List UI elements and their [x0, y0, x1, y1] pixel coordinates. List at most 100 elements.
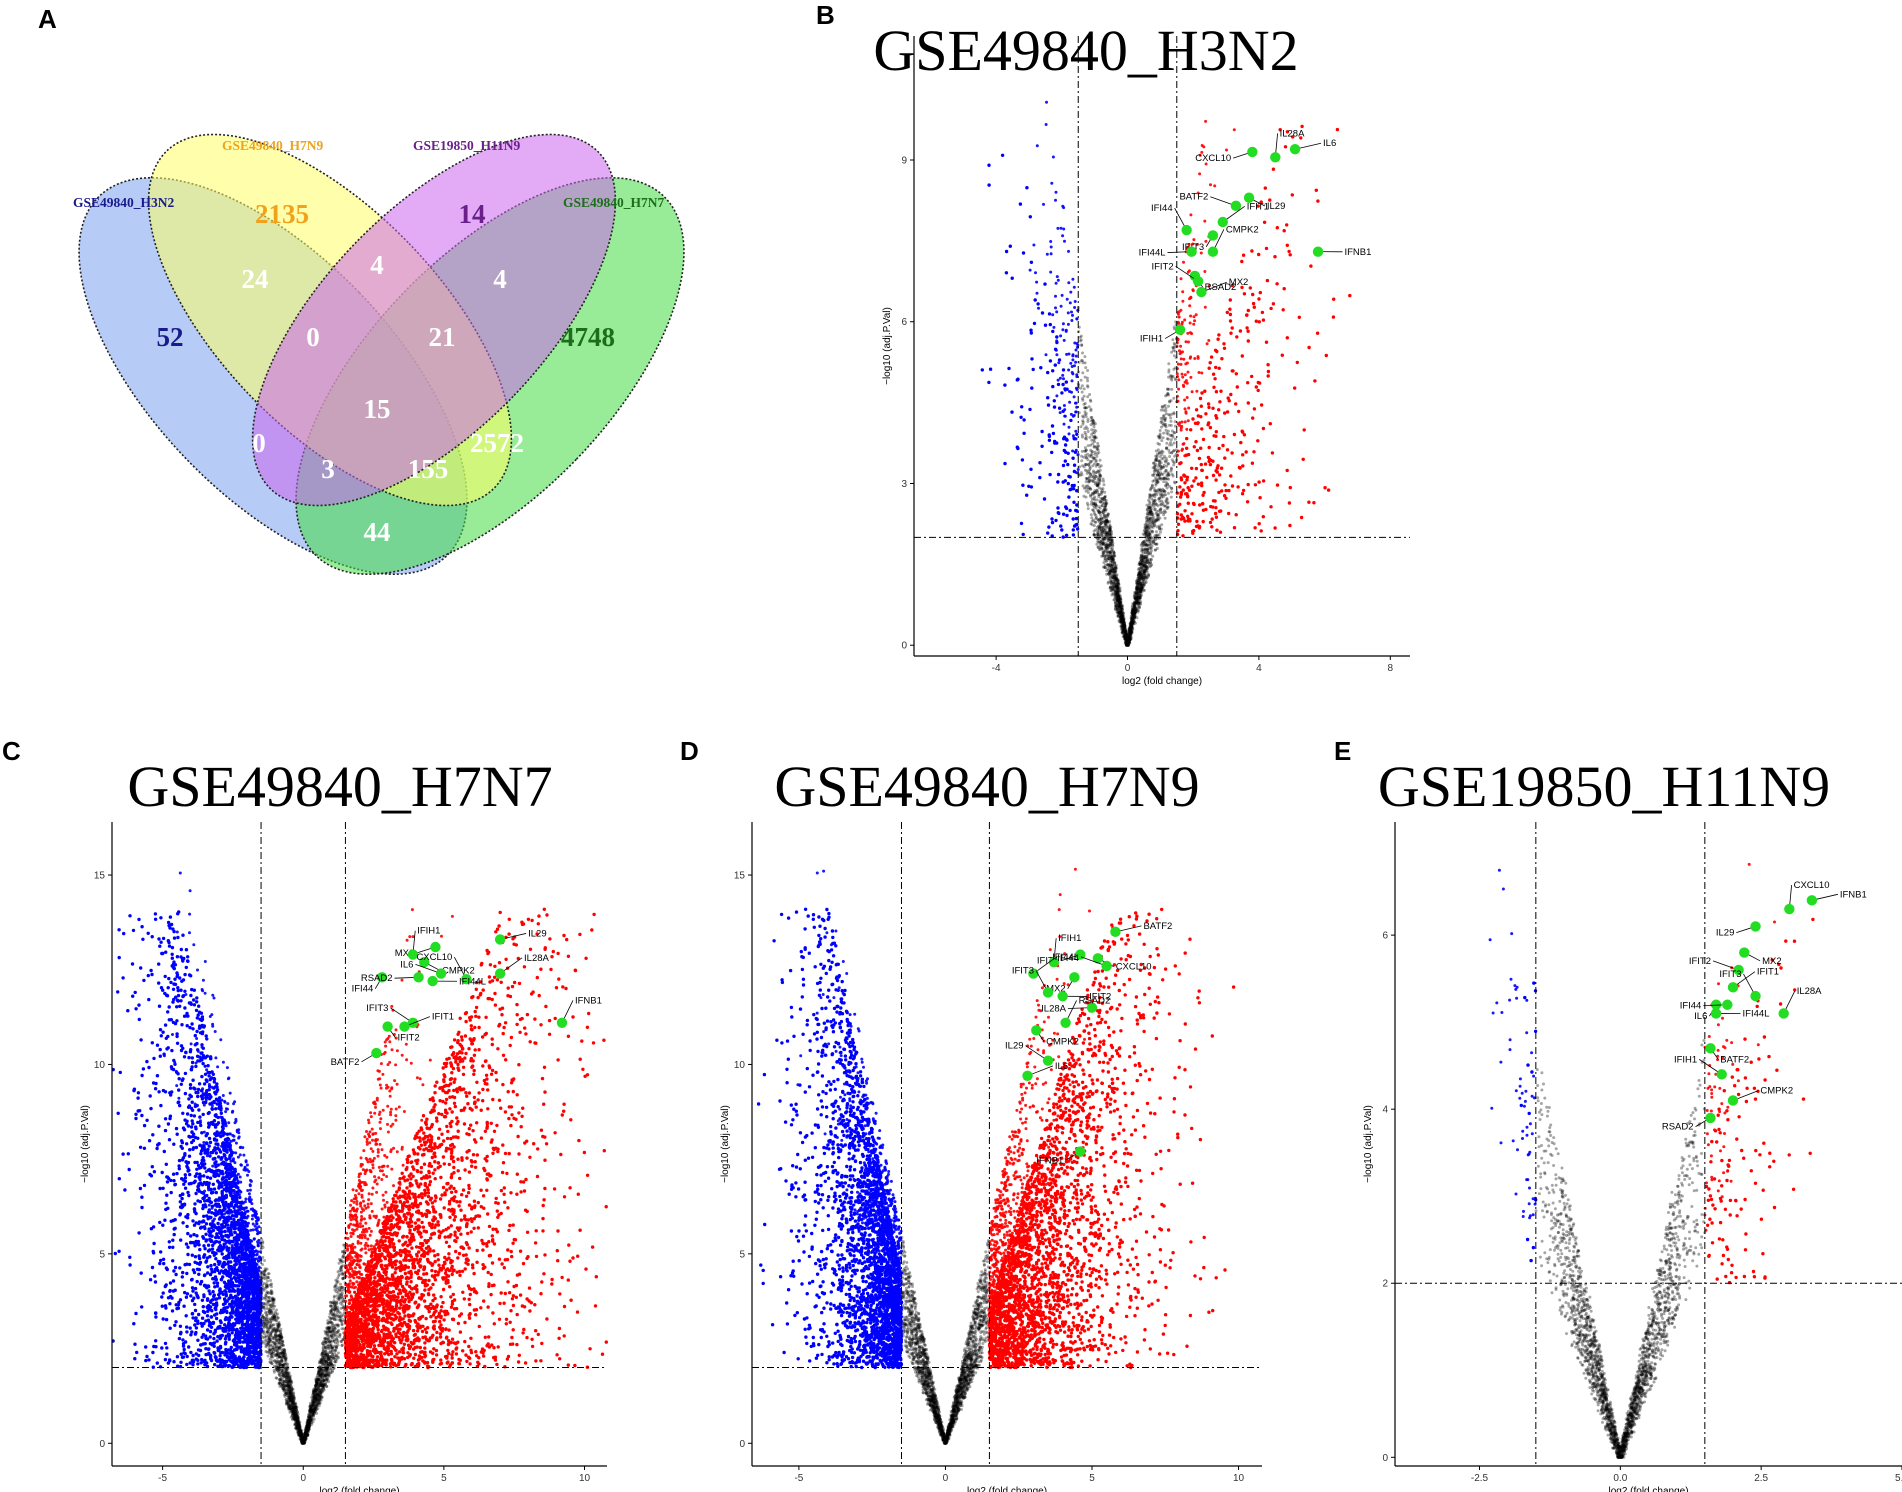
gene-point-down: [1050, 450, 1054, 455]
gene-point: [1056, 226, 1060, 230]
gene-point-down: [1046, 403, 1051, 407]
gene-point: [1108, 563, 1112, 567]
gene-point: [1102, 561, 1106, 565]
gene-point: [354, 1285, 357, 1289]
gene-point: [386, 1063, 390, 1067]
gene-point: [395, 1150, 399, 1154]
gene-point: [1158, 459, 1162, 463]
y-tick-label: 0: [901, 641, 907, 652]
gene-point-down: [1061, 463, 1066, 468]
gene-point: [1183, 398, 1187, 402]
gene-point-up: [1186, 501, 1191, 505]
gene-point: [1170, 450, 1174, 454]
gene-point: [1160, 439, 1164, 443]
gene-point-down: [980, 368, 984, 372]
gene-point: [1112, 598, 1116, 602]
gene-point: [1193, 319, 1197, 323]
gene-point: [1062, 206, 1066, 210]
gene-point-down: [1075, 432, 1079, 436]
gene-point: [394, 1063, 398, 1067]
gene-point: [1132, 611, 1135, 614]
gene-point: [1076, 453, 1080, 457]
gene-point: [1157, 436, 1161, 440]
gene-point: [1066, 322, 1070, 326]
gene-point: [1182, 385, 1186, 388]
gene-point: [369, 1111, 373, 1115]
gene-point-up: [1299, 515, 1304, 520]
gene-point: [1152, 473, 1156, 477]
gene-point-up: [1245, 313, 1249, 317]
gene-point: [1177, 315, 1181, 319]
gene-point: [1203, 305, 1207, 309]
gene-point: [1097, 511, 1101, 515]
gene-point: [1153, 507, 1157, 511]
gene-point-down: [1007, 366, 1011, 371]
gene-point-up: [1216, 464, 1220, 468]
gene-point: [1068, 301, 1072, 305]
gene-point-up: [1214, 506, 1218, 510]
gene-point: [1086, 444, 1090, 448]
gene-point: [1181, 375, 1185, 379]
gene-point: [1133, 620, 1137, 624]
gene-point: [1115, 592, 1119, 596]
gene-point: [1098, 473, 1102, 477]
gene-point: [409, 1061, 413, 1065]
gene-point: [1153, 489, 1157, 493]
gene-point: [394, 1114, 398, 1118]
gene-point-up: [1228, 298, 1233, 302]
gene-point: [1083, 406, 1087, 410]
gene-point: [1091, 479, 1095, 483]
gene-point-up: [1207, 445, 1211, 450]
gene-point-down: [1029, 328, 1033, 332]
gene-point: [1105, 572, 1109, 576]
gene-point: [1162, 480, 1166, 484]
gene-point: [1116, 605, 1120, 609]
gene-point: [1100, 554, 1104, 558]
gene-point: [1093, 495, 1097, 499]
gene-point-up: [1242, 292, 1247, 296]
gene-point: [1192, 315, 1196, 319]
gene-point-down: [1015, 378, 1019, 382]
gene-point-up: [1275, 282, 1279, 286]
gene-point-up: [1348, 293, 1352, 298]
gene-point: [1139, 572, 1143, 576]
gene-point: [1055, 394, 1059, 398]
gene-point-up: [1285, 223, 1289, 227]
gene-point-down: [1057, 358, 1062, 362]
gene-point: [378, 1083, 382, 1087]
gene-label: IFI44L: [1139, 248, 1166, 259]
gene-point: [1054, 306, 1057, 310]
gene-point-up: [1215, 349, 1219, 354]
gene-point: [1119, 604, 1123, 607]
gene-point: [1091, 442, 1095, 446]
gene-point: [1044, 353, 1048, 357]
gene-point: [1162, 431, 1166, 435]
gene-point: [1062, 338, 1066, 342]
gene-point-down: [1064, 506, 1069, 511]
gene-point: [175, 930, 179, 934]
gene-point-up: [1217, 509, 1222, 513]
gene-point: [245, 1163, 249, 1167]
gene-point-down: [1029, 260, 1034, 264]
gene-point: [1130, 619, 1134, 623]
gene-point: [1095, 542, 1099, 546]
gene-point: [252, 1237, 256, 1241]
gene-point-up: [1186, 519, 1190, 523]
gene-point: [1146, 506, 1150, 510]
gene-point-down: [1065, 513, 1069, 518]
gene-point-up: [1246, 381, 1250, 385]
gene-point: [1135, 596, 1139, 600]
plot-title: GSE49840_H7N7: [127, 754, 552, 819]
gene-point: [1161, 487, 1165, 491]
gene-point: [1082, 486, 1086, 490]
gene-point: [261, 1256, 265, 1259]
gene-point: [1166, 482, 1169, 486]
gene-point-up: [1266, 363, 1270, 367]
gene-point: [1153, 520, 1157, 524]
gene-point-down: [1046, 396, 1050, 400]
gene-point: [1100, 517, 1104, 521]
gene-point-down: [1048, 359, 1053, 363]
gene-point-down: [1038, 461, 1042, 465]
gene-point-up: [1217, 408, 1221, 412]
gene-point: [1093, 435, 1097, 439]
